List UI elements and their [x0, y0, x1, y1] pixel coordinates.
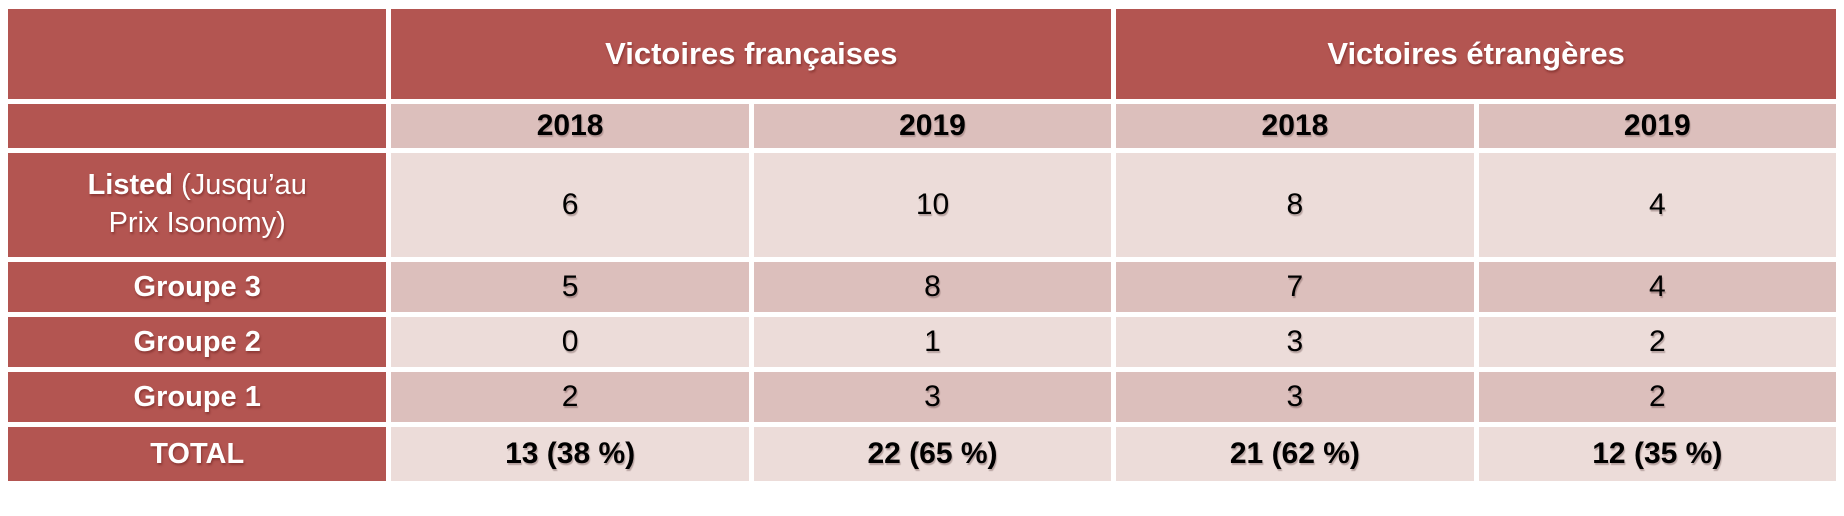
- row-label-groupe-2: Groupe 2: [8, 317, 387, 367]
- data-cell: 0: [391, 317, 749, 367]
- table-row-groupe-3: Groupe 3 5 8 7 4: [8, 262, 1836, 312]
- year-header-for-2019: 2019: [1478, 104, 1836, 148]
- data-cell: 2: [1478, 317, 1836, 367]
- data-cell: 6: [391, 153, 749, 257]
- data-cell: 8: [753, 262, 1112, 312]
- table-row-total: TOTAL 13 (38 %) 22 (65 %) 21 (62 %) 12 (…: [8, 427, 1836, 481]
- data-cell: 4: [1478, 262, 1836, 312]
- data-cell: 7: [1116, 262, 1474, 312]
- data-cell: 8: [1116, 153, 1474, 257]
- total-cell: 22 (65 %): [753, 427, 1112, 481]
- group-header-foreign-victories: Victoires étrangères: [1116, 9, 1836, 99]
- empty-label-cell: [8, 104, 387, 148]
- data-cell: 2: [391, 372, 749, 422]
- year-header-fr-2019: 2019: [753, 104, 1112, 148]
- data-cell: 2: [1478, 372, 1836, 422]
- row-label-groupe-3: Groupe 3: [8, 262, 387, 312]
- year-header-fr-2018: 2018: [391, 104, 749, 148]
- total-cell: 12 (35 %): [1478, 427, 1836, 481]
- table-row-groupe-1: Groupe 1 2 3 3 2: [8, 372, 1836, 422]
- table-row-listed: Listed (Jusqu’au Prix Isonomy) 6 10 8 4: [8, 153, 1836, 257]
- year-header-row: 2018 2019 2018 2019: [8, 104, 1836, 148]
- data-cell: 10: [753, 153, 1112, 257]
- row-label-total: TOTAL: [8, 427, 387, 481]
- group-header-french-victories: Victoires françaises: [391, 9, 1112, 99]
- total-cell: 13 (38 %): [391, 427, 749, 481]
- data-cell: 3: [753, 372, 1112, 422]
- corner-cell: [8, 9, 387, 99]
- data-cell: 5: [391, 262, 749, 312]
- data-cell: 1: [753, 317, 1112, 367]
- row-label-listed-text: Listed (Jusqu’au Prix Isonomy): [87, 169, 307, 239]
- group-header-row: Victoires françaises Victoires étrangère…: [8, 9, 1836, 99]
- row-label-groupe-1: Groupe 1: [8, 372, 387, 422]
- victories-table: Victoires françaises Victoires étrangère…: [3, 4, 1841, 486]
- data-cell: 3: [1116, 372, 1474, 422]
- data-cell: 4: [1478, 153, 1836, 257]
- row-label-listed: Listed (Jusqu’au Prix Isonomy): [8, 153, 387, 257]
- table-row-groupe-2: Groupe 2 0 1 3 2: [8, 317, 1836, 367]
- total-cell: 21 (62 %): [1116, 427, 1474, 481]
- year-header-for-2018: 2018: [1116, 104, 1474, 148]
- data-cell: 3: [1116, 317, 1474, 367]
